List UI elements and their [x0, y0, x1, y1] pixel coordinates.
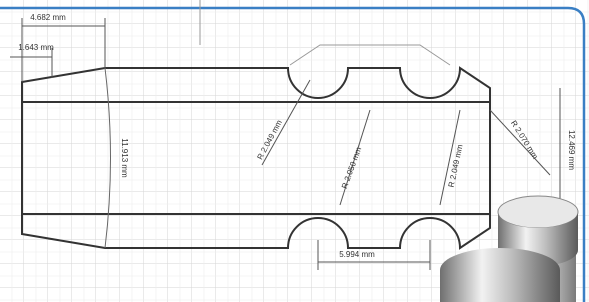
dimension-label: 4.682 mm [30, 13, 66, 22]
dimension-label: 1.643 mm [18, 43, 54, 52]
page: 4.682 mm 1.643 mm 11.913 mm R 2.049 mm R… [0, 0, 589, 302]
dimension-label: 12.469 mm [567, 130, 576, 170]
cad-view: 4.682 mm 1.643 mm 11.913 mm R 2.049 mm R… [0, 0, 589, 302]
dimension-label: 11.913 mm [120, 138, 129, 178]
dimension-label: 5.994 mm [339, 250, 375, 259]
